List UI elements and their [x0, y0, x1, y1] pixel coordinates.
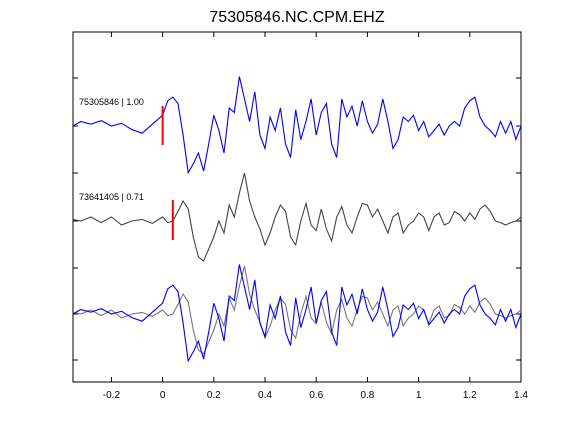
- y-axis-ticks: [73, 77, 521, 361]
- trace-line: [72, 76, 522, 175]
- x-tick-label: 0.4: [258, 390, 272, 401]
- overlay-trace-line: [72, 264, 522, 363]
- trace-label: 75305846 | 1.00: [79, 97, 144, 107]
- trace-labels: 75305846 | 1.00 73641405 | 0.71: [79, 97, 144, 202]
- x-tick-label: 0.6: [309, 390, 323, 401]
- x-axis: -0.2 0 0.2 0.4 0.6 0.8 1 1.2 1.4: [103, 32, 528, 401]
- x-tick-label: 0: [160, 390, 166, 401]
- x-tick-label: 0.8: [360, 390, 374, 401]
- x-tick-label: 1.4: [514, 390, 528, 401]
- plot-frame: [72, 31, 522, 383]
- x-tick-label: 1: [416, 390, 422, 401]
- pick-markers: [161, 106, 174, 240]
- x-tick-label: 0.2: [207, 390, 221, 401]
- x-tick-label: -0.2: [103, 390, 121, 401]
- x-tick-label: 1.2: [463, 390, 477, 401]
- traces-group: [72, 76, 522, 363]
- trace-label: 73641405 | 0.71: [79, 192, 144, 202]
- chart-title: 75305846.NC.CPM.EHZ: [209, 9, 384, 26]
- trace-line: [72, 172, 522, 262]
